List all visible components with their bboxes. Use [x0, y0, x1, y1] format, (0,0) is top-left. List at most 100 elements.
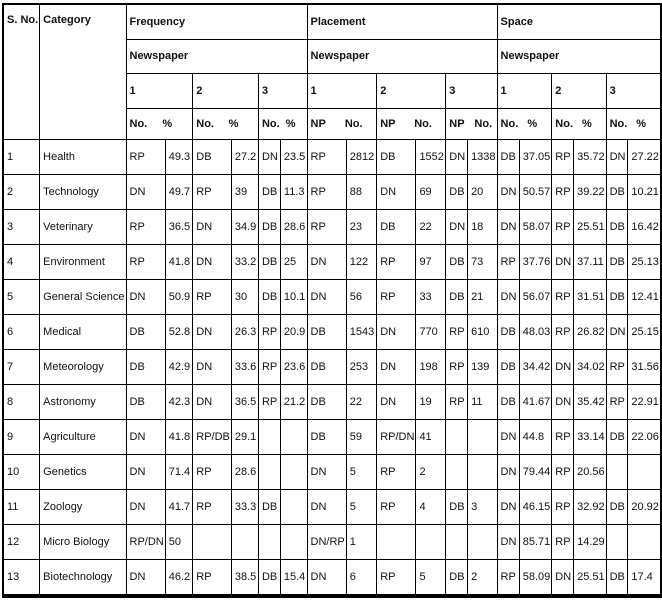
cell-placement-1-count: 88 [345, 174, 378, 210]
measure-label: No. [414, 117, 432, 130]
cell-space-3-pct: 22.06 [627, 419, 662, 455]
cell-placement-1-np: DN [306, 489, 347, 525]
cell-placement-3-np: DN [445, 209, 469, 245]
cell-frequency-1-abbr: DB [125, 349, 166, 385]
cell-frequency-3-abbr: RP [257, 349, 281, 385]
cell-placement-2-np: DN [376, 384, 417, 420]
cell-space-1-pct: 44.8 [518, 419, 553, 455]
cell-frequency-2-abbr: DN [192, 384, 232, 420]
cell-frequency-2-pct: 39 [230, 174, 259, 210]
section-header-frequency: Frequency [125, 3, 308, 40]
row-serial: 10 [2, 454, 41, 490]
cell-space-3-pct: 10.21 [627, 174, 662, 210]
cell-space-3-abbr: DB [605, 489, 629, 525]
cell-space-3-abbr: DB [605, 279, 629, 315]
table-header: S. No. Category Frequency Placement Spac… [2, 3, 662, 140]
cell-space-1-pct: 50.57 [518, 174, 553, 210]
cell-frequency-1-pct: 36.5 [164, 209, 194, 245]
table-row: 13 Biotechnology DN 46.2 RP 38.5 DB 15.4 DN 6 RP 5 D… [2, 559, 662, 597]
measure-header-space-3: No.% [605, 108, 662, 140]
row-serial: 1 [2, 139, 41, 175]
cell-frequency-1-abbr: DN [125, 489, 166, 525]
cell-frequency-1-pct: 49.3 [164, 139, 194, 175]
newspaper-1-space: 1 [496, 73, 553, 109]
cell-frequency-3-abbr: DN [257, 139, 281, 175]
cell-space-3-abbr: RP [605, 349, 629, 385]
cell-placement-2-np: DN [376, 349, 417, 385]
table-row: 2 Technology DN 49.7 RP 39 DB 11.3 RP 88 DN 69 DB 20 D… [2, 174, 662, 210]
cell-placement-2-np: DN [376, 174, 417, 210]
cell-frequency-2-pct: 34.9 [230, 209, 259, 245]
data-table: S. No. Category Frequency Placement Spac… [2, 3, 662, 598]
cell-space-1-abbr: DN [496, 174, 520, 210]
cell-space-2-abbr: RP [551, 524, 575, 560]
newspaper-2-space: 2 [551, 73, 607, 109]
cell-placement-2-np: RP/DN [376, 419, 417, 455]
measure-header-space-1: No.% [496, 108, 553, 140]
cell-placement-1-count: 2812 [345, 139, 378, 175]
measure-label: No. [500, 117, 519, 130]
cell-space-1-pct: 79.44 [518, 454, 553, 490]
cell-placement-3-np: RP [445, 314, 469, 350]
cell-frequency-3-abbr: DB [257, 279, 281, 315]
cell-frequency-1-abbr: DN [125, 559, 166, 597]
cell-placement-3-count: 3 [467, 489, 498, 525]
newspaper-3-space: 3 [605, 73, 662, 109]
cell-space-3-abbr: DN [605, 139, 629, 175]
cell-frequency-3-pct [279, 419, 308, 455]
cell-frequency-3-abbr: RP [257, 384, 281, 420]
cell-frequency-2-abbr: DN [192, 209, 232, 245]
cell-space-2-abbr: RP [551, 174, 575, 210]
table-row: 3 Veterinary RP 36.5 DN 34.9 DB 28.6 RP 23 DB 22 DN 1… [2, 209, 662, 245]
cell-placement-2-np: RP [376, 559, 417, 597]
cell-placement-2-np: RP [376, 244, 417, 280]
cell-placement-2-count: 22 [415, 209, 447, 245]
cell-placement-1-count: 59 [345, 419, 378, 455]
cell-space-1-abbr: RP [496, 244, 520, 280]
measure-label: % [228, 117, 239, 130]
cell-placement-1-count: 56 [345, 279, 378, 315]
cell-placement-3-count [467, 419, 498, 455]
table-row: 7 Meteorology DB 42.9 DN 33.6 RP 23.6 DB 253 DN 198… [2, 349, 662, 385]
cell-placement-1-np: DN [306, 279, 347, 315]
cell-space-1-abbr: DN [496, 524, 520, 560]
cell-space-3-abbr: RP [605, 384, 629, 420]
measure-label: No. [261, 117, 280, 130]
cell-placement-3-np [445, 524, 469, 560]
cell-space-1-abbr: DN [496, 209, 520, 245]
cell-space-3-pct [627, 454, 662, 490]
row-category: Agriculture [39, 419, 127, 455]
measure-label: No. [609, 117, 628, 130]
cell-space-1-pct: 34.42 [518, 349, 553, 385]
cell-placement-3-count: 11 [467, 384, 498, 420]
row-category: Environment [39, 244, 127, 280]
table-row: 12 Micro Biology RP/DN 50 DN/RP 1 DN 85.71 RP 14.… [2, 524, 662, 560]
row-category: Meteorology [39, 349, 127, 385]
cell-placement-2-count: 1552 [415, 139, 447, 175]
cell-space-3-pct: 25.15 [627, 314, 662, 350]
cell-space-1-abbr: DN [496, 489, 520, 525]
col-header-sno: S. No. [2, 3, 41, 140]
cell-space-2-pct: 20.56 [573, 454, 607, 490]
header-row-measures: No.% No.% No.% NP No. NP No. NP No. No.% No… [3, 108, 662, 140]
cell-placement-1-count: 6 [345, 559, 378, 597]
cell-frequency-1-pct: 52.8 [164, 314, 194, 350]
cell-space-2-pct: 31.51 [573, 279, 607, 315]
cell-placement-2-count: 41 [415, 419, 447, 455]
cell-frequency-1-pct: 41.7 [164, 489, 194, 525]
cell-space-1-pct: 37.76 [518, 244, 553, 280]
cell-placement-1-count: 1543 [345, 314, 378, 350]
cell-frequency-1-abbr: DN [125, 454, 166, 490]
cell-placement-3-count: 73 [467, 244, 498, 280]
row-category: Micro Biology [39, 524, 127, 560]
cell-placement-1-np: DN [306, 454, 347, 490]
cell-space-2-pct: 32.92 [573, 489, 607, 525]
table-row: 4 Environment RP 41.8 DN 33.2 DB 25 DN 122 RP 97 DB 7… [2, 244, 662, 280]
cell-placement-1-count: 22 [345, 384, 378, 420]
measure-label: NP [310, 117, 326, 130]
cell-frequency-1-pct: 46.2 [164, 559, 194, 597]
cell-frequency-2-pct: 36.5 [230, 384, 259, 420]
cell-frequency-2-pct: 33.6 [230, 349, 259, 385]
cell-space-1-abbr: DN [496, 454, 520, 490]
cell-frequency-1-abbr: DN [125, 279, 166, 315]
